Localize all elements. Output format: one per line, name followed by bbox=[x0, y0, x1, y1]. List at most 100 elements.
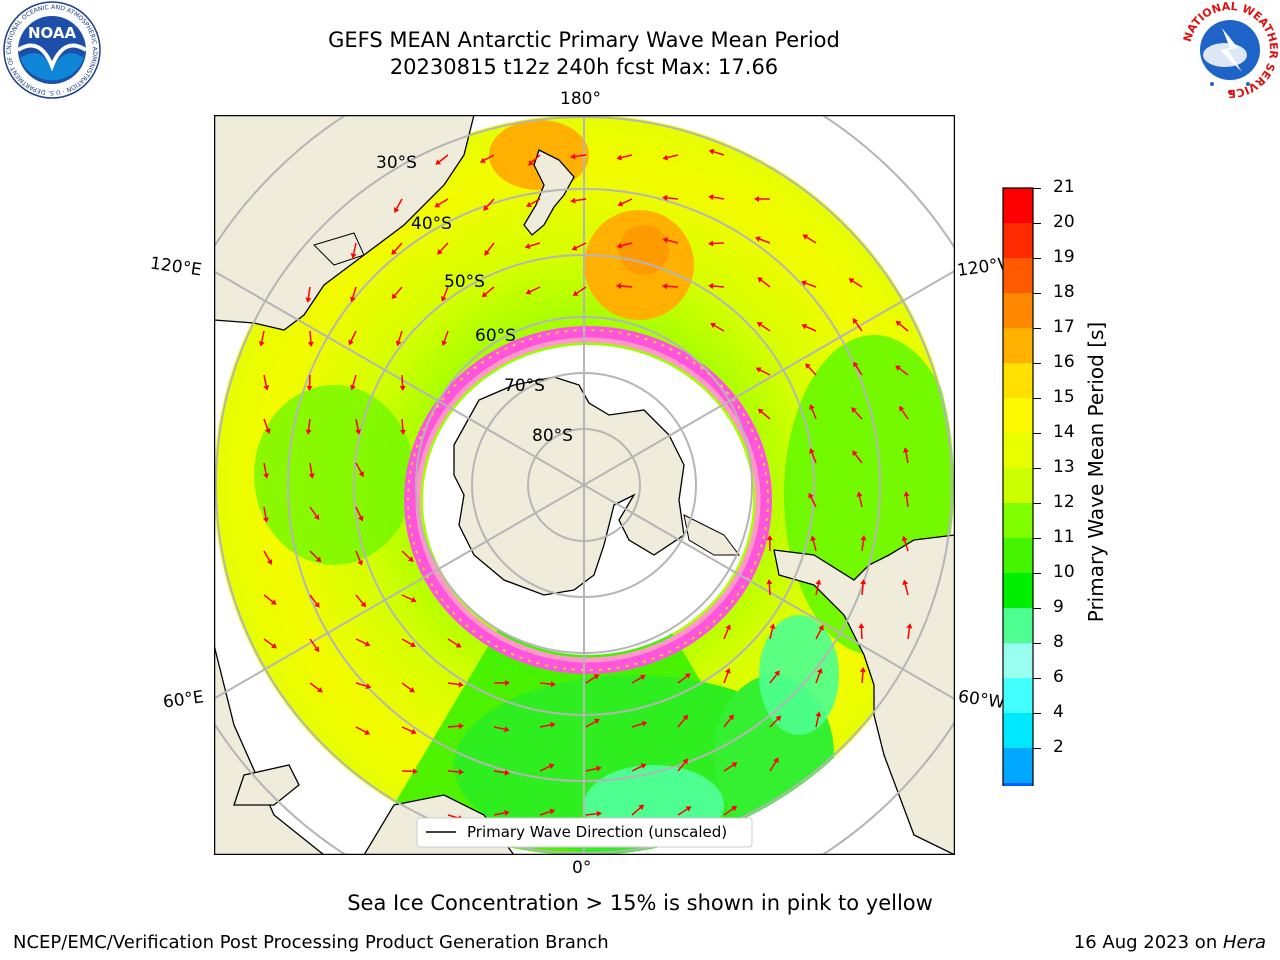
wave-arrow-head bbox=[409, 687, 415, 693]
wave-arrow-head bbox=[484, 249, 490, 256]
wave-arrow-shaft bbox=[401, 682, 412, 691]
colorbar-tick-mark bbox=[1033, 748, 1041, 749]
wave-arrow-head bbox=[271, 643, 277, 649]
wave-arrow-shaft bbox=[263, 506, 267, 518]
lon-label-180: 180° bbox=[560, 89, 601, 109]
wave-arrow-shaft bbox=[401, 594, 413, 601]
wave-arrow-shaft bbox=[904, 584, 909, 596]
wave-arrow-shaft bbox=[355, 594, 364, 605]
host-name: Hera bbox=[1222, 932, 1266, 953]
wave-arrow-head bbox=[355, 429, 362, 435]
wave-arrow-head bbox=[317, 687, 323, 693]
wave-arrow-head bbox=[504, 809, 510, 816]
chart-subtitle: 20230815 t12z 240h fcst Max: 17.66 bbox=[389, 55, 779, 79]
colorbar-tick-mark bbox=[1033, 643, 1041, 644]
wave-arrow-head bbox=[596, 765, 602, 772]
colorbar-tick-label: 11 bbox=[1053, 527, 1075, 547]
wave-arrow-shaft bbox=[263, 462, 267, 474]
wave-arrow-shaft bbox=[575, 154, 587, 158]
colorbar-tick-label: 14 bbox=[1053, 422, 1075, 442]
wave-arrow-head bbox=[755, 236, 761, 242]
wave-arrow-shaft bbox=[493, 812, 505, 816]
wave-arrow-shaft bbox=[768, 583, 771, 596]
colorbar-tick-label: 12 bbox=[1053, 492, 1075, 512]
colorbar-tick-mark bbox=[1033, 503, 1041, 504]
wave-arrow-shaft bbox=[810, 496, 817, 508]
wave-arrow-head bbox=[773, 757, 779, 764]
wave-arrow-head bbox=[662, 194, 668, 201]
colorbar-segment bbox=[1003, 398, 1033, 433]
wave-arrow-head bbox=[455, 642, 462, 648]
wave-arrow-head bbox=[895, 365, 902, 371]
wave-arrow-head bbox=[802, 234, 809, 240]
wave-arrow-shaft bbox=[394, 286, 403, 296]
wave-arrow-shaft bbox=[898, 367, 909, 376]
colorbar-tick-label: 18 bbox=[1053, 282, 1075, 302]
wave-arrow-head bbox=[504, 726, 510, 733]
wave-arrow-head bbox=[357, 560, 363, 566]
wave-arrow-shaft bbox=[899, 323, 909, 332]
wave-arrow-shaft bbox=[493, 770, 505, 774]
lon-label-60e: 60°E bbox=[161, 687, 206, 713]
lat-label-40s: 40°S bbox=[411, 214, 452, 234]
wave-arrow-shaft bbox=[355, 726, 367, 733]
wave-arrow-shaft bbox=[759, 369, 771, 376]
colorbar-tick-mark bbox=[1033, 328, 1041, 329]
wave-arrow-shaft bbox=[854, 321, 863, 332]
wave-arrow-head bbox=[639, 674, 646, 681]
wave-arrow-shaft bbox=[769, 718, 779, 728]
lat-label-50s: 50°S bbox=[444, 272, 485, 292]
wave-arrow-head bbox=[616, 242, 623, 249]
wave-arrow-shaft bbox=[443, 330, 449, 342]
colorbar-segment bbox=[1003, 538, 1033, 573]
wave-arrow-head bbox=[754, 195, 760, 202]
wave-arrow-head bbox=[458, 681, 464, 688]
wave-arrow-shaft bbox=[631, 723, 643, 728]
colorbar-tick-mark bbox=[1033, 398, 1041, 399]
wave-arrow-head bbox=[593, 674, 600, 680]
wave-arrow-shaft bbox=[621, 242, 633, 247]
colorbar-segment bbox=[1003, 503, 1033, 538]
wave-arrow-head bbox=[441, 340, 448, 347]
wave-arrow-shaft bbox=[759, 238, 771, 244]
wave-arrow-head bbox=[441, 296, 447, 302]
lon-label-0: 0° bbox=[572, 858, 592, 878]
wave-arrow-head bbox=[774, 670, 780, 677]
wave-arrow-head bbox=[685, 806, 692, 812]
wave-arrow-head bbox=[818, 624, 824, 631]
wave-arrow-head bbox=[858, 623, 865, 629]
wave-arrow-head bbox=[616, 154, 622, 161]
wave-arrow-shaft bbox=[263, 418, 269, 430]
wave-arrow-shaft bbox=[539, 765, 551, 772]
date-stamp: 16 Aug 2023 on Hera bbox=[1074, 932, 1266, 953]
wave-arrow-shaft bbox=[263, 550, 271, 561]
colorbar-segment bbox=[1003, 258, 1033, 293]
colorbar-tick-mark bbox=[1033, 258, 1041, 259]
wave-arrow-shaft bbox=[307, 418, 311, 431]
wave-arrow-shaft bbox=[394, 242, 403, 252]
wave-arrow-head bbox=[617, 200, 624, 207]
colorbar-tick-label: 4 bbox=[1053, 702, 1064, 722]
wave-arrow-shaft bbox=[815, 716, 820, 728]
colorbar-tick-label: 19 bbox=[1053, 247, 1075, 267]
wave-arrow-head bbox=[766, 579, 773, 585]
wave-arrow-head bbox=[725, 624, 731, 630]
wave-arrow-head bbox=[550, 721, 556, 728]
wave-arrow-shaft bbox=[860, 627, 863, 640]
wave-arrow-shaft bbox=[805, 325, 817, 332]
wave-arrow-head bbox=[548, 763, 555, 769]
wave-arrow-head bbox=[526, 201, 532, 207]
wave-arrow-head bbox=[815, 711, 822, 717]
wave-arrow-shaft bbox=[815, 628, 822, 640]
lat-label-30s: 30°S bbox=[376, 153, 417, 173]
wave-arrow-shaft bbox=[713, 196, 725, 200]
wave-arrow-shaft bbox=[263, 374, 268, 386]
wave-arrow-shaft bbox=[401, 726, 413, 733]
wave-arrow-shaft bbox=[355, 418, 359, 430]
wave-arrow-head bbox=[412, 768, 418, 775]
wave-arrow-head bbox=[708, 148, 715, 155]
wave-arrow-shaft bbox=[667, 154, 679, 159]
wave-arrow-shaft bbox=[760, 279, 771, 288]
wave-arrow-shaft bbox=[904, 540, 909, 552]
wave-arrow-head bbox=[895, 320, 902, 327]
